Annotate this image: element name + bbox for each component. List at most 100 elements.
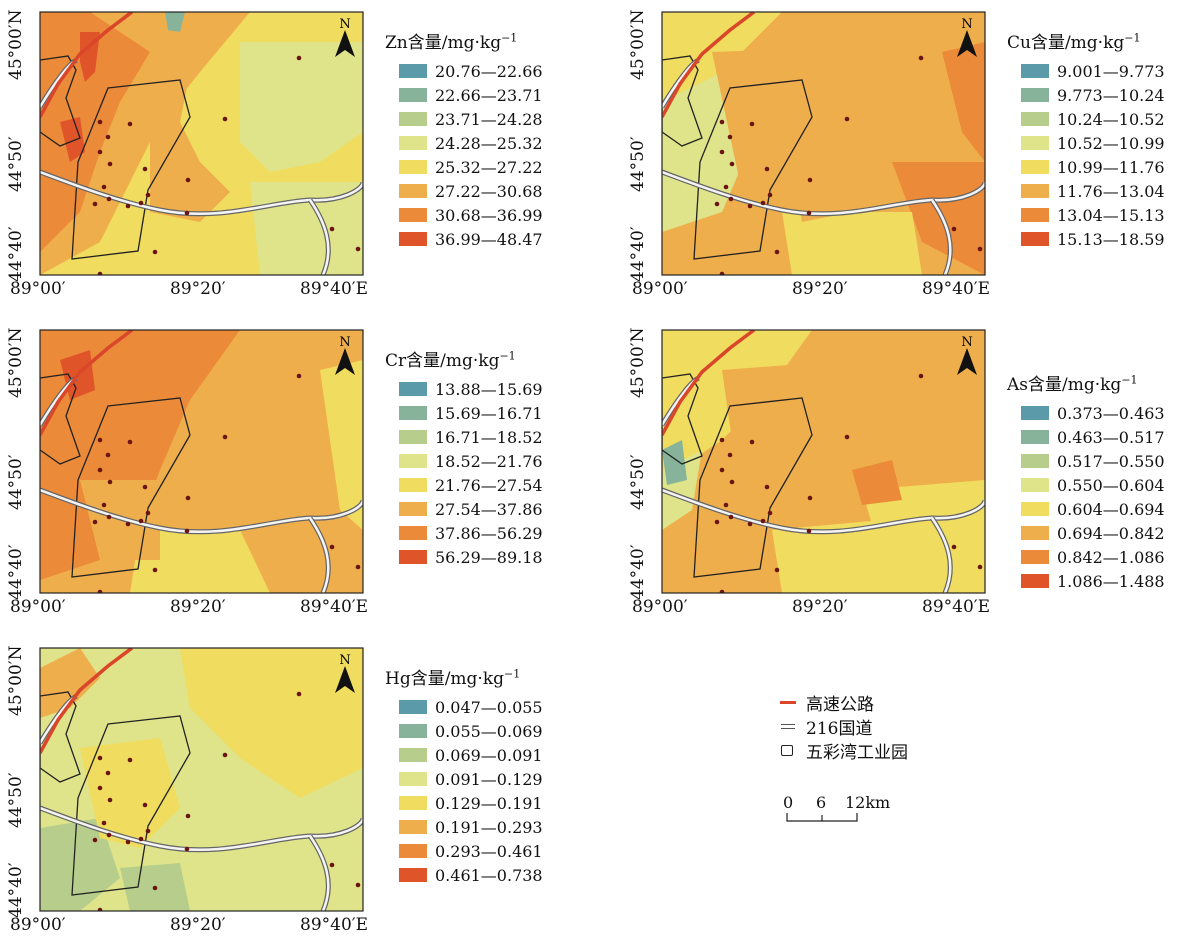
sample-point [223, 753, 228, 758]
legend-title: Hg含量/mg·kg−1 [385, 664, 543, 689]
map-zn: N [0, 0, 380, 300]
legend-range-label: 0.191—0.293 [435, 818, 543, 837]
legend-item: 56.29—89.18 [385, 545, 543, 569]
sample-point [143, 167, 148, 172]
sample-point [108, 162, 113, 167]
legend-range-label: 0.604—0.694 [1057, 500, 1165, 519]
y-tick-label: 44°50′ [8, 454, 25, 510]
sample-point [102, 821, 107, 826]
sample-point [126, 204, 131, 209]
sample-point [128, 122, 133, 127]
sample-point [186, 178, 191, 183]
sample-point [297, 374, 302, 379]
sample-point [98, 120, 103, 125]
y-tick-label: 44°50′ [630, 454, 647, 510]
sample-point [715, 202, 720, 207]
sample-point [297, 692, 302, 697]
legend-item: 10.24—10.52 [1007, 107, 1165, 131]
legend-item: 23.71—24.28 [385, 107, 543, 131]
legend-swatch [1021, 64, 1049, 78]
sample-point [952, 227, 957, 232]
legend-swatch [399, 184, 427, 198]
sample-point [768, 193, 773, 198]
sample-point [139, 201, 144, 206]
sample-point [98, 590, 103, 595]
legend-range-label: 30.68—36.99 [435, 206, 543, 225]
map-key: 高速公路 216国道 五彩湾工业园 [778, 690, 908, 762]
legend-item: 0.129—0.191 [385, 791, 543, 815]
sample-point [720, 468, 725, 473]
legend-swatch [1021, 112, 1049, 126]
industrial-park-symbol [778, 743, 798, 757]
sample-point [808, 496, 813, 501]
legend-range-label: 0.694—0.842 [1057, 524, 1165, 543]
north-label: N [339, 335, 350, 350]
sample-point [728, 453, 733, 458]
sample-point [356, 883, 361, 888]
key-highway-label: 高速公路 [806, 690, 874, 715]
legend-range-label: 0.373—0.463 [1057, 404, 1165, 423]
legend-range-label: 0.069—0.091 [435, 746, 543, 765]
legend-swatch [399, 868, 427, 882]
sample-point [223, 117, 228, 122]
sample-point [108, 798, 113, 803]
legend-swatch [399, 136, 427, 150]
legend-zn: Zn含量/mg·kg−1 20.76—22.66 22.66—23.71 23.71—… [385, 28, 543, 251]
legend-item: 0.463—0.517 [1007, 425, 1165, 449]
x-tick-label: 89°00′ [10, 599, 66, 616]
sample-point [107, 515, 112, 520]
legend-title: Zn含量/mg·kg−1 [385, 28, 543, 53]
sample-point [146, 829, 151, 834]
sample-point [356, 565, 361, 570]
map-panel-hg: N 89°00′ 89°20′ 89°40′E 45°00′N 44°50′ 44°40′ H… [0, 636, 560, 936]
legend-item: 27.54—37.86 [385, 497, 543, 521]
sample-point [720, 590, 725, 595]
sample-point [107, 833, 112, 838]
sample-point [330, 863, 335, 868]
sample-point [808, 178, 813, 183]
y-tick-label: 45°00′N [630, 328, 647, 399]
sample-point [330, 545, 335, 550]
national-road-symbol [778, 719, 798, 733]
sample-point [845, 117, 850, 122]
legend-swatch [1021, 550, 1049, 564]
x-tick-label: 89°00′ [632, 599, 688, 616]
legend-swatch [399, 796, 427, 810]
y-tick-label: 44°40′ [8, 544, 25, 600]
legend-item: 9.773—10.24 [1007, 83, 1165, 107]
sample-point [720, 272, 725, 277]
sample-point [750, 122, 755, 127]
map-panel-as: N 89°00′ 89°20′ 89°40′E 45°00′N 44°50′ 44°40′ A… [622, 318, 1181, 618]
legend-item: 30.68—36.99 [385, 203, 543, 227]
legend-title: As含量/mg·kg−1 [1007, 370, 1165, 395]
y-tick-label: 44°40′ [630, 544, 647, 600]
sample-point [297, 56, 302, 61]
sample-point [729, 197, 734, 202]
sample-point [724, 503, 729, 508]
x-tick-label: 89°40′E [922, 599, 990, 616]
y-tick-label: 45°00′N [8, 646, 25, 717]
sample-point [765, 485, 770, 490]
sample-point [761, 201, 766, 206]
sample-point [768, 511, 773, 516]
sample-point [978, 247, 983, 252]
legend-swatch [1021, 526, 1049, 540]
sample-point [761, 519, 766, 524]
sample-point [98, 438, 103, 443]
legend-item: 27.22—30.68 [385, 179, 543, 203]
north-label: N [961, 335, 972, 350]
legend-cr: Cr含量/mg·kg−1 13.88—15.69 15.69—16.71 16.71—… [385, 346, 543, 569]
sample-point [185, 847, 190, 852]
legend-range-label: 10.99—11.76 [1057, 158, 1165, 177]
legend-range-label: 0.129—0.191 [435, 794, 543, 813]
legend-item: 37.86—56.29 [385, 521, 543, 545]
sample-point [185, 211, 190, 216]
sample-point [98, 908, 103, 913]
legend-swatch [1021, 430, 1049, 444]
sample-point [185, 529, 190, 534]
legend-range-label: 24.28—25.32 [435, 134, 543, 153]
x-tick-label: 89°40′E [300, 917, 368, 934]
x-tick-label: 89°00′ [10, 917, 66, 934]
map-panel-zn: N 89°00′ 89°20′ 89°40′E 45°00′N 44°50′ 44°40′ Z… [0, 0, 560, 300]
legend-item: 13.04—15.13 [1007, 203, 1165, 227]
